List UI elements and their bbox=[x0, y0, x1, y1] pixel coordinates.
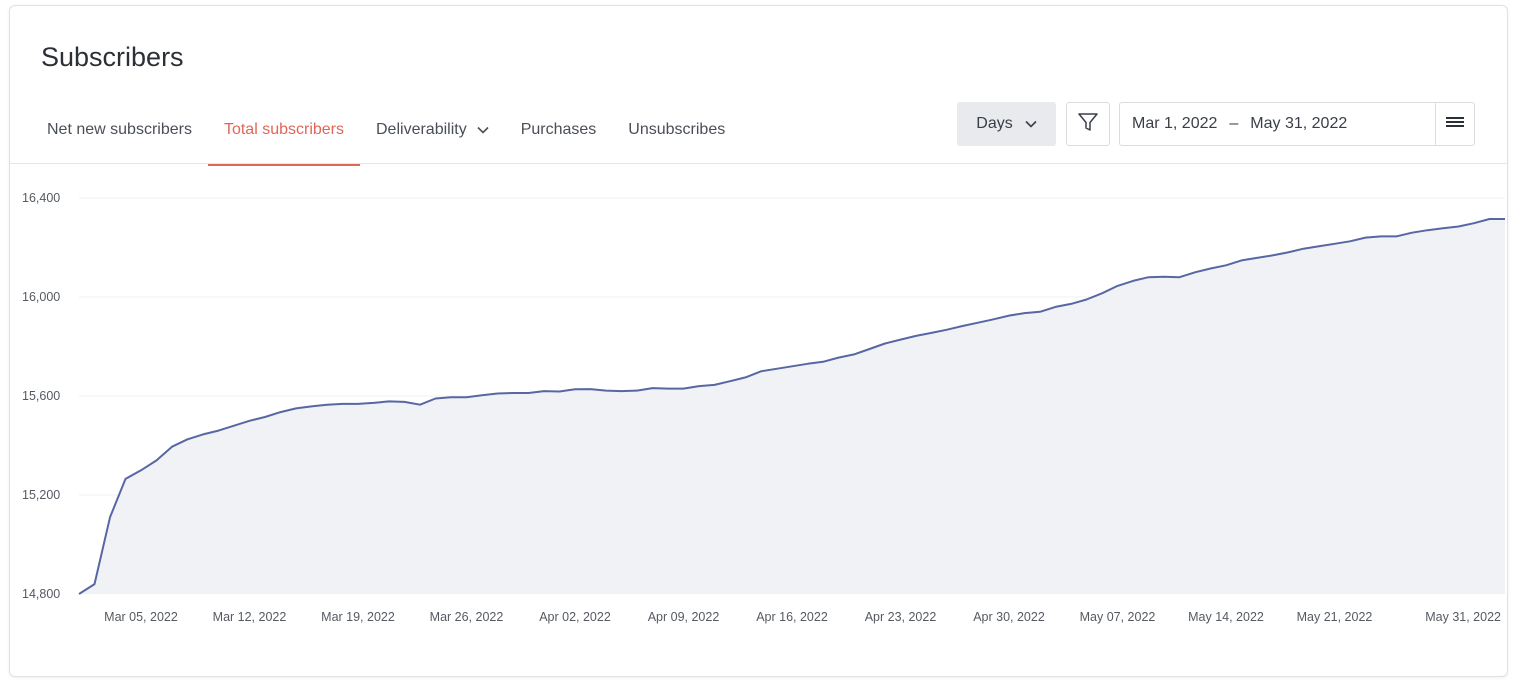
chevron-down-icon bbox=[1025, 115, 1037, 133]
x-tick-label: Apr 23, 2022 bbox=[865, 610, 937, 624]
series-area bbox=[79, 219, 1505, 594]
hamburger-menu-icon bbox=[1446, 115, 1464, 134]
tab-label: Net new subscribers bbox=[47, 121, 192, 138]
filter-icon bbox=[1077, 111, 1099, 138]
x-tick-label: Mar 12, 2022 bbox=[213, 610, 287, 624]
header-divider bbox=[10, 163, 1507, 164]
x-tick-label: Apr 02, 2022 bbox=[539, 610, 611, 624]
tab-unsubscribes[interactable]: Unsubscribes bbox=[612, 102, 741, 164]
filter-button[interactable] bbox=[1066, 102, 1110, 146]
y-tick-label: 16,000 bbox=[22, 290, 60, 304]
date-range-text[interactable]: Mar 1, 2022 – May 31, 2022 bbox=[1120, 103, 1435, 145]
x-tick-label: Mar 19, 2022 bbox=[321, 610, 395, 624]
series-line bbox=[78, 218, 1505, 595]
page-title: Subscribers bbox=[41, 42, 184, 72]
x-tick-label: Mar 05, 2022 bbox=[104, 610, 178, 624]
x-tick-label: Apr 09, 2022 bbox=[648, 610, 720, 624]
menu-button[interactable] bbox=[1435, 103, 1474, 145]
tab-total-subscribers[interactable]: Total subscribers bbox=[207, 102, 361, 166]
date-range-picker[interactable]: Mar 1, 2022 – May 31, 2022 bbox=[1119, 102, 1475, 146]
subscribers-card: Subscribers Net new subscribers Total su… bbox=[9, 5, 1508, 677]
tab-label: Unsubscribes bbox=[628, 121, 726, 138]
y-tick-label: 14,800 bbox=[22, 587, 60, 601]
date-start: Mar 1, 2022 bbox=[1132, 115, 1218, 132]
x-tick-label: May 21, 2022 bbox=[1297, 610, 1373, 624]
x-tick-label: May 14, 2022 bbox=[1188, 610, 1264, 624]
tab-label: Deliverability bbox=[376, 121, 467, 138]
x-tick-label: May 07, 2022 bbox=[1080, 610, 1156, 624]
granularity-label: Days bbox=[976, 115, 1013, 132]
tab-bar: Net new subscribers Total subscribers De… bbox=[31, 102, 741, 166]
tab-net-new-subscribers[interactable]: Net new subscribers bbox=[31, 102, 208, 164]
tab-purchases[interactable]: Purchases bbox=[505, 102, 613, 164]
tab-label: Total subscribers bbox=[223, 121, 344, 138]
tab-deliverability[interactable]: Deliverability bbox=[360, 102, 505, 164]
x-tick-label: Apr 30, 2022 bbox=[973, 610, 1045, 624]
date-separator: – bbox=[1229, 115, 1239, 132]
date-end: May 31, 2022 bbox=[1250, 115, 1348, 132]
x-tick-label: May 31, 2022 bbox=[1425, 610, 1501, 624]
subscribers-chart: 14,800 15,200 15,600 16,000 16,400 Mar 05, 20… bbox=[22, 191, 1505, 624]
granularity-dropdown[interactable]: Days bbox=[957, 102, 1056, 146]
y-tick-label: 15,600 bbox=[22, 389, 60, 403]
chevron-down-icon bbox=[477, 102, 489, 158]
tab-label: Purchases bbox=[520, 121, 597, 138]
y-tick-label: 15,200 bbox=[22, 488, 60, 502]
y-tick-label: 16,400 bbox=[22, 191, 60, 205]
x-tick-label: Mar 26, 2022 bbox=[430, 610, 504, 624]
x-tick-label: Apr 16, 2022 bbox=[756, 610, 828, 624]
